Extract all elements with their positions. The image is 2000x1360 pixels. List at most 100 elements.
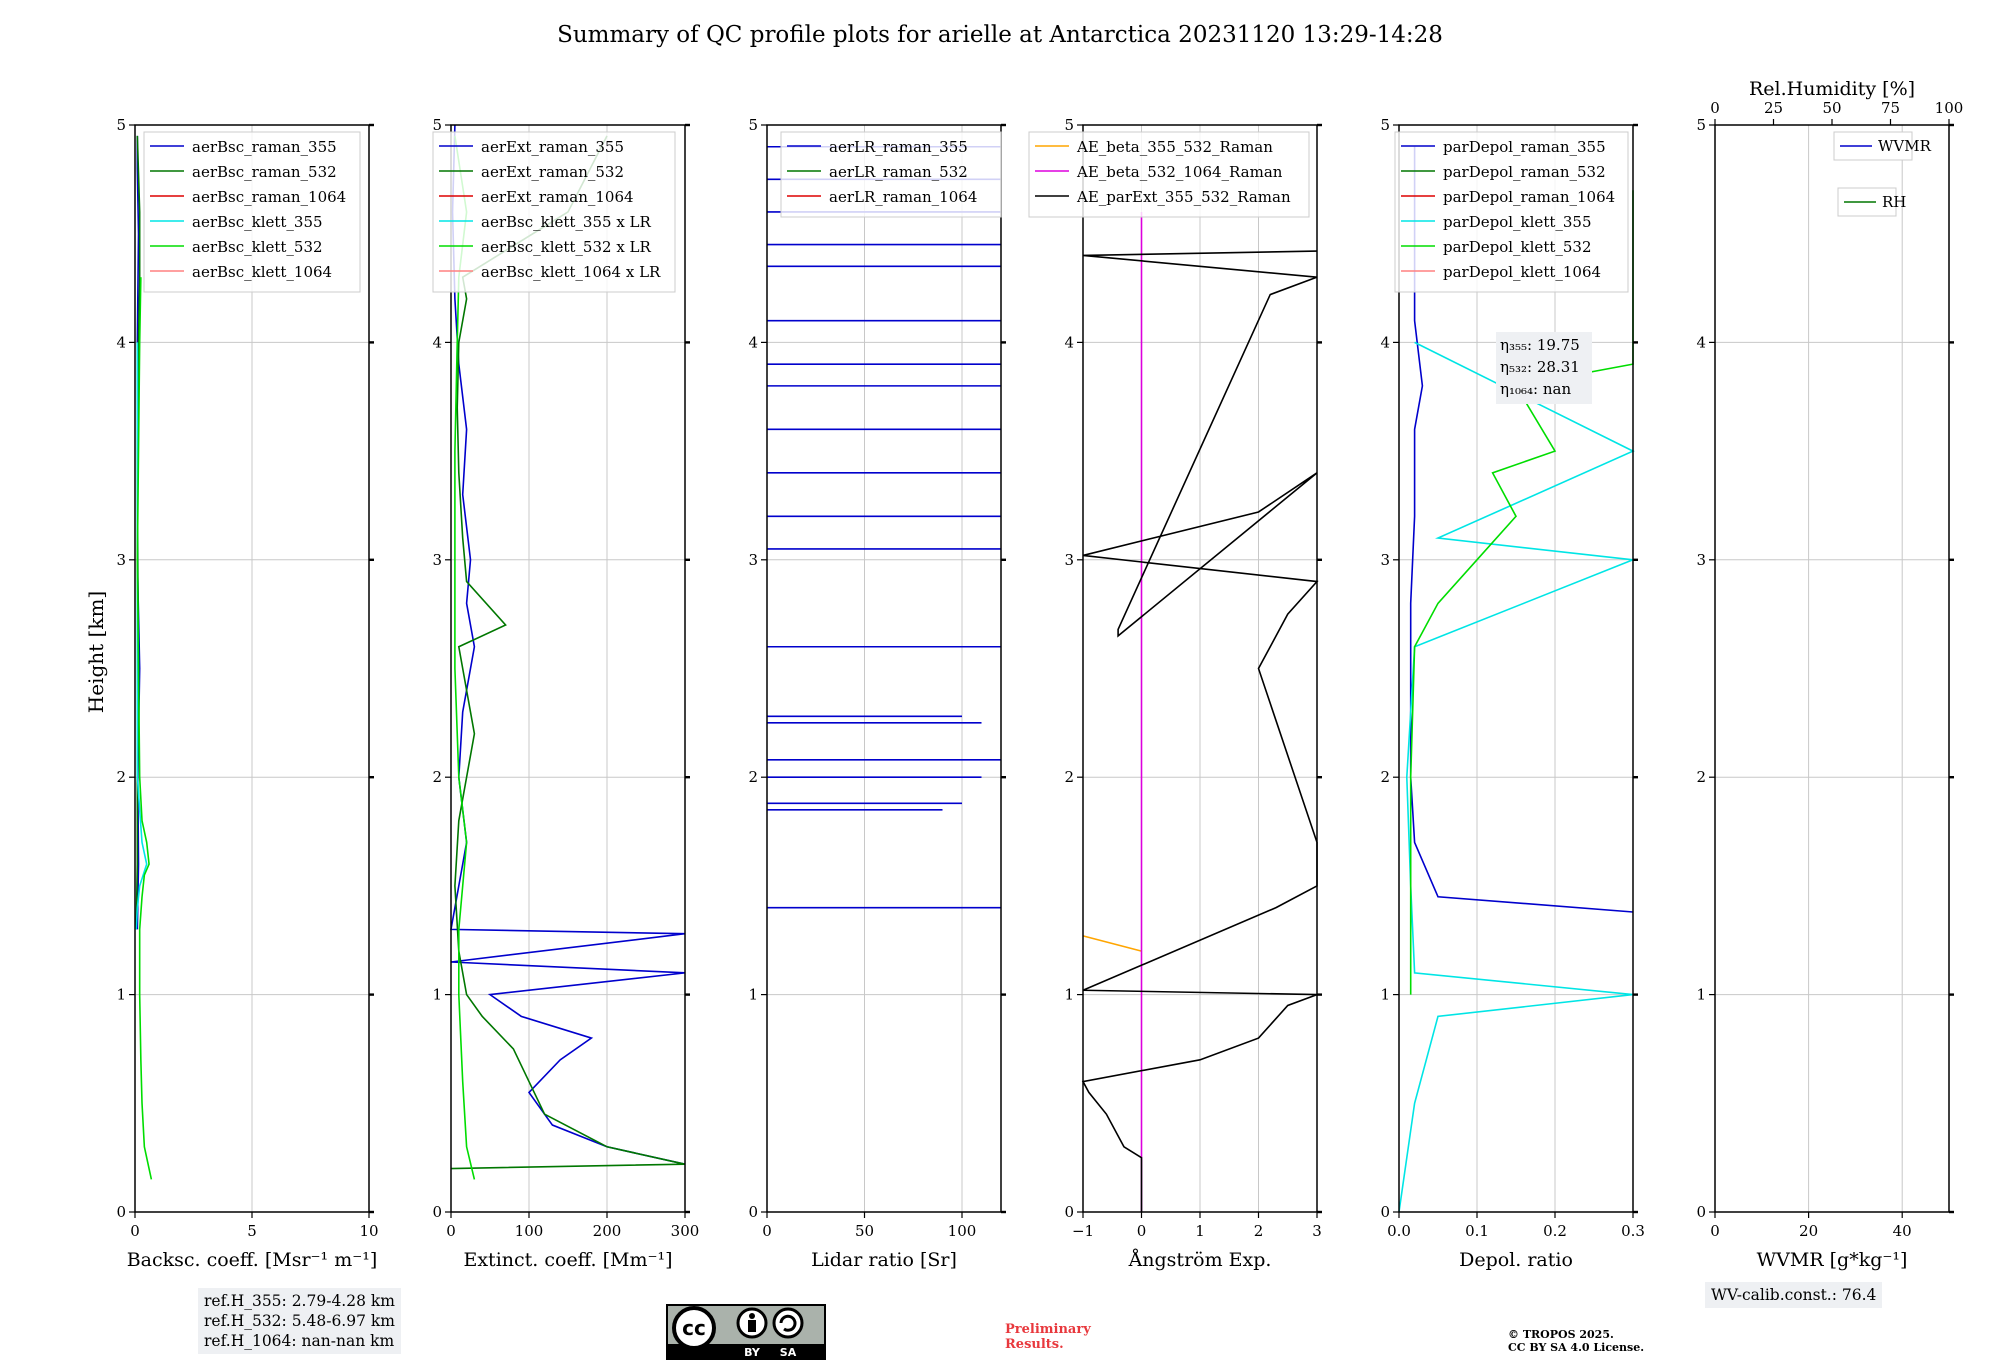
y-tick-label: 2 xyxy=(1696,768,1706,786)
legend-box xyxy=(143,131,361,293)
series-line xyxy=(1082,935,1142,952)
top-tick-label: 25 xyxy=(1764,99,1783,117)
x-tick-label: 10 xyxy=(359,1222,378,1240)
x-tick-label: 0 xyxy=(762,1222,772,1240)
y-tick-label: 0 xyxy=(116,1203,126,1221)
y-tick-label: 5 xyxy=(748,116,758,134)
legend-box xyxy=(1394,131,1629,293)
y-tick-label: 5 xyxy=(1696,116,1706,134)
y-tick-label: 4 xyxy=(1696,333,1706,351)
y-tick-label: 2 xyxy=(748,768,758,786)
legend-label: aerBsc_raman_1064 xyxy=(192,188,346,206)
x-axis-label: Lidar ratio [Sr] xyxy=(811,1249,957,1271)
y-tick-label: 4 xyxy=(748,333,758,351)
legend-label: parDepol_klett_532 xyxy=(1443,238,1592,256)
top-axis-label: Rel.Humidity [%] xyxy=(1749,78,1915,100)
top-tick-label: 0 xyxy=(1710,99,1720,117)
top-tick-label: 100 xyxy=(1935,99,1964,117)
x-tick-label: 40 xyxy=(1893,1222,1912,1240)
legend-label: parDepol_raman_355 xyxy=(1443,138,1606,156)
x-tick-label: 5 xyxy=(247,1222,257,1240)
sa-icon xyxy=(772,1307,804,1339)
top-tick-label: 75 xyxy=(1881,99,1900,117)
legend-label: aerBsc_klett_532 xyxy=(192,238,323,256)
y-tick-label: 2 xyxy=(116,768,126,786)
legend-label: aerLR_raman_532 xyxy=(829,163,968,181)
x-tick-label: 0.0 xyxy=(1387,1222,1411,1240)
y-tick-label: 4 xyxy=(432,333,442,351)
axes-frame xyxy=(1398,124,1634,1213)
series-line xyxy=(136,277,153,1180)
preliminary-line-1: Preliminary xyxy=(1005,1322,1091,1337)
legend-label: AE_beta_355_532_Raman xyxy=(1076,138,1273,156)
wv-calib-const: WV-calib.const.: 76.4 xyxy=(1711,1286,1877,1304)
legend-label: aerExt_raman_1064 xyxy=(481,188,634,206)
y-tick-label: 1 xyxy=(1380,986,1390,1004)
axes-frame xyxy=(1714,124,1950,1213)
x-tick-label: 0.3 xyxy=(1621,1222,1645,1240)
y-tick-label: 2 xyxy=(1064,768,1074,786)
series-line xyxy=(1409,190,1634,995)
legend-label: parDepol_klett_355 xyxy=(1443,213,1592,231)
legend-label: aerBsc_klett_1064 x LR xyxy=(481,263,661,281)
legend-label: aerBsc_klett_355 xyxy=(192,213,323,231)
legend-label: RH xyxy=(1882,193,1906,211)
eta-value: η₁₀₆₄: nan xyxy=(1500,380,1571,398)
y-tick-label: 3 xyxy=(432,551,442,569)
panel-2: 0 1 2 3 4 5 0 100 200 300 Extinct. coeff. [Mm⁻¹] ae… xyxy=(432,116,699,1271)
legend-label: parDepol_raman_532 xyxy=(1443,163,1606,181)
x-tick-label: 2 xyxy=(1254,1222,1264,1240)
legend-label: aerExt_raman_355 xyxy=(481,138,624,156)
copyright-line-1: © TROPOS 2025. xyxy=(1508,1328,1614,1341)
x-axis-label: Depol. ratio xyxy=(1459,1249,1573,1271)
y-tick-label: 1 xyxy=(116,986,126,1004)
x-tick-label: 3 xyxy=(1312,1222,1322,1240)
y-tick-label: 2 xyxy=(432,768,442,786)
y-tick-label: 4 xyxy=(1380,333,1390,351)
y-tick-label: 4 xyxy=(116,333,126,351)
preliminary-line-2: Results. xyxy=(1005,1337,1064,1352)
y-tick-label: 5 xyxy=(1380,116,1390,134)
legend-label: parDepol_raman_1064 xyxy=(1443,188,1615,206)
top-tick-label: 50 xyxy=(1822,99,1841,117)
ref-height-355: ref.H_355: 2.79-4.28 km xyxy=(204,1292,395,1310)
ref-heights-box: ref.H_355: 2.79-4.28 km ref.H_532: 5.48-… xyxy=(198,1288,401,1354)
legend-label: aerBsc_raman_532 xyxy=(192,163,337,181)
copyright-line-2: CC BY SA 4.0 License. xyxy=(1508,1341,1645,1354)
figure-title: Summary of QC profile plots for arielle … xyxy=(557,22,1443,48)
y-tick-label: 0 xyxy=(1696,1203,1706,1221)
axes-frame xyxy=(766,124,1002,1213)
legend-label: WVMR xyxy=(1878,137,1932,155)
y-tick-label: 0 xyxy=(1380,1203,1390,1221)
y-tick-label: 1 xyxy=(1064,986,1074,1004)
y-tick-label: 0 xyxy=(432,1203,442,1221)
series-line xyxy=(1398,341,1635,1213)
y-tick-label: 5 xyxy=(432,116,442,134)
eta-box xyxy=(1496,332,1592,404)
panel-1: 0 1 2 3 4 5 0 5 10 Backsc. coeff. [Msr⁻¹ m⁻¹] aerB… xyxy=(116,116,378,1271)
series-line xyxy=(1409,146,1634,913)
copyright-note: © TROPOS 2025. CC BY SA 4.0 License. xyxy=(1508,1328,1644,1354)
x-axis-label: Ångström Exp. xyxy=(1128,1249,1272,1271)
axes-frame xyxy=(450,124,686,1213)
x-tick-label: 0 xyxy=(130,1222,140,1240)
preliminary-note: Preliminary Results. xyxy=(1005,1322,1091,1352)
x-tick-label: 0 xyxy=(446,1222,456,1240)
y-axis-label: Height [km] xyxy=(84,591,108,713)
y-tick-label: 3 xyxy=(1064,551,1074,569)
cc-sa-label: SA xyxy=(780,1346,797,1359)
series-line xyxy=(450,135,686,1170)
x-tick-label: 0.2 xyxy=(1543,1222,1567,1240)
x-axis-label: WVMR [g*kg⁻¹] xyxy=(1757,1249,1908,1271)
x-tick-label: −1 xyxy=(1072,1222,1094,1240)
y-tick-label: 4 xyxy=(1064,333,1074,351)
legend-label: parDepol_klett_1064 xyxy=(1443,263,1601,281)
x-tick-label: 300 xyxy=(671,1222,700,1240)
eta-value: η₃₅₅: 19.75 xyxy=(1500,336,1580,354)
x-axis-label: Extinct. coeff. [Mm⁻¹] xyxy=(463,1249,672,1271)
cc-icon xyxy=(672,1306,716,1350)
